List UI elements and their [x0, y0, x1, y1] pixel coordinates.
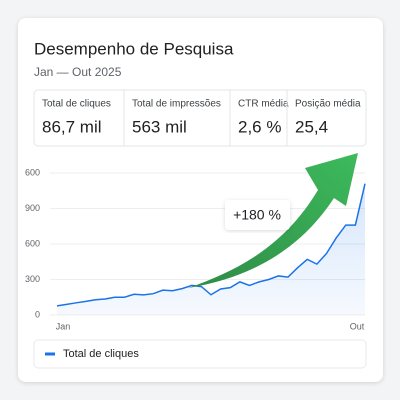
metric-label: Posição média — [295, 99, 361, 110]
annotation-box — [225, 200, 290, 230]
y-tick-label: 0 — [35, 309, 40, 319]
title: Desempenho de Pesquisa — [34, 39, 234, 58]
metric-value: 86,7 mil — [42, 117, 102, 136]
y-tick-label: 600 — [25, 167, 40, 177]
legend-box — [33, 339, 367, 369]
metric-label: Total de impressões — [132, 99, 221, 110]
metric-value: 563 mil — [132, 117, 187, 136]
legend-label: Total de cliques — [63, 348, 139, 360]
line — [56, 183, 366, 307]
metric-value: 25,4 — [295, 117, 328, 136]
metrics-box — [33, 89, 367, 147]
x-tick-label: Out — [350, 321, 365, 331]
metric-label: Total de cliques — [42, 99, 111, 110]
subtitle: Jan — Out 2025 — [34, 65, 122, 79]
metric-value: 2,6 % — [238, 117, 281, 136]
x-tick-label: Jan — [56, 321, 71, 331]
y-tick-label: 600 — [25, 238, 40, 248]
y-tick-label: 900 — [25, 203, 40, 213]
y-tick-label: 300 — [25, 274, 40, 284]
metric-label: CTR média — [238, 99, 289, 110]
area — [57, 183, 365, 315]
annotation: +180 % — [233, 207, 281, 223]
growth-arrow — [188, 153, 358, 288]
